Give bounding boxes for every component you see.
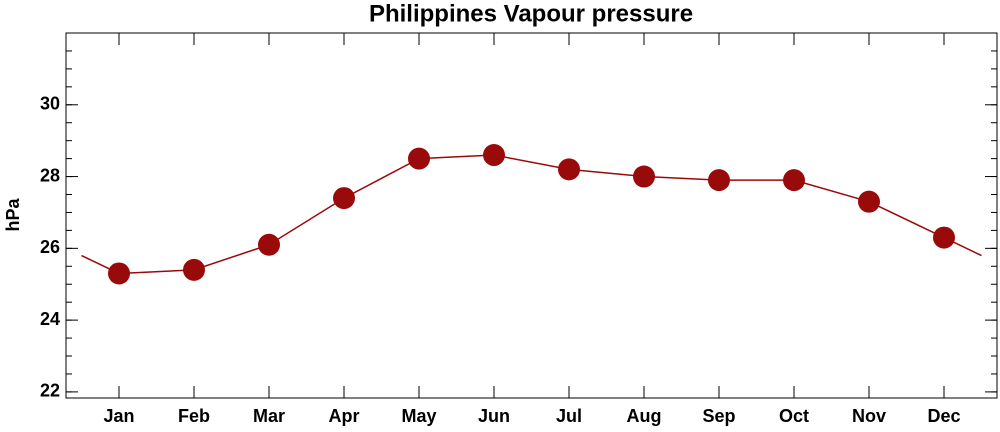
y-tick-label: 24 bbox=[40, 309, 60, 329]
data-point bbox=[633, 165, 655, 188]
data-point bbox=[258, 233, 280, 256]
data-point bbox=[108, 262, 130, 285]
chart-title: Philippines Vapour pressure bbox=[369, 0, 693, 27]
x-tick-label: Nov bbox=[852, 406, 886, 426]
x-tick-label: Sep bbox=[702, 406, 735, 426]
data-point bbox=[933, 226, 955, 249]
y-tick-label: 30 bbox=[40, 94, 60, 114]
y-tick-label: 26 bbox=[40, 237, 60, 257]
x-tick-label: Jan bbox=[103, 406, 134, 426]
data-point bbox=[483, 144, 505, 167]
x-tick-label: Feb bbox=[178, 406, 210, 426]
data-point bbox=[183, 258, 205, 281]
x-tick-label: Dec bbox=[927, 406, 960, 426]
x-tick-label: Mar bbox=[253, 406, 285, 426]
data-point bbox=[333, 187, 355, 210]
data-point bbox=[858, 190, 880, 213]
x-tick-label: May bbox=[401, 406, 436, 426]
x-tick-label: Apr bbox=[329, 406, 360, 426]
y-tick-label: 28 bbox=[40, 165, 60, 185]
x-tick-label: Aug bbox=[627, 406, 662, 426]
data-point bbox=[783, 169, 805, 192]
x-tick-label: Jul bbox=[556, 406, 582, 426]
y-axis-label: hPa bbox=[3, 198, 23, 232]
data-point bbox=[708, 169, 730, 192]
y-tick-label: 22 bbox=[40, 381, 60, 401]
x-tick-label: Oct bbox=[779, 406, 809, 426]
data-point bbox=[408, 147, 430, 170]
data-point bbox=[558, 158, 580, 181]
data-line bbox=[118, 154, 945, 275]
x-tick-label: Jun bbox=[478, 406, 510, 426]
plot-frame bbox=[65, 32, 998, 399]
